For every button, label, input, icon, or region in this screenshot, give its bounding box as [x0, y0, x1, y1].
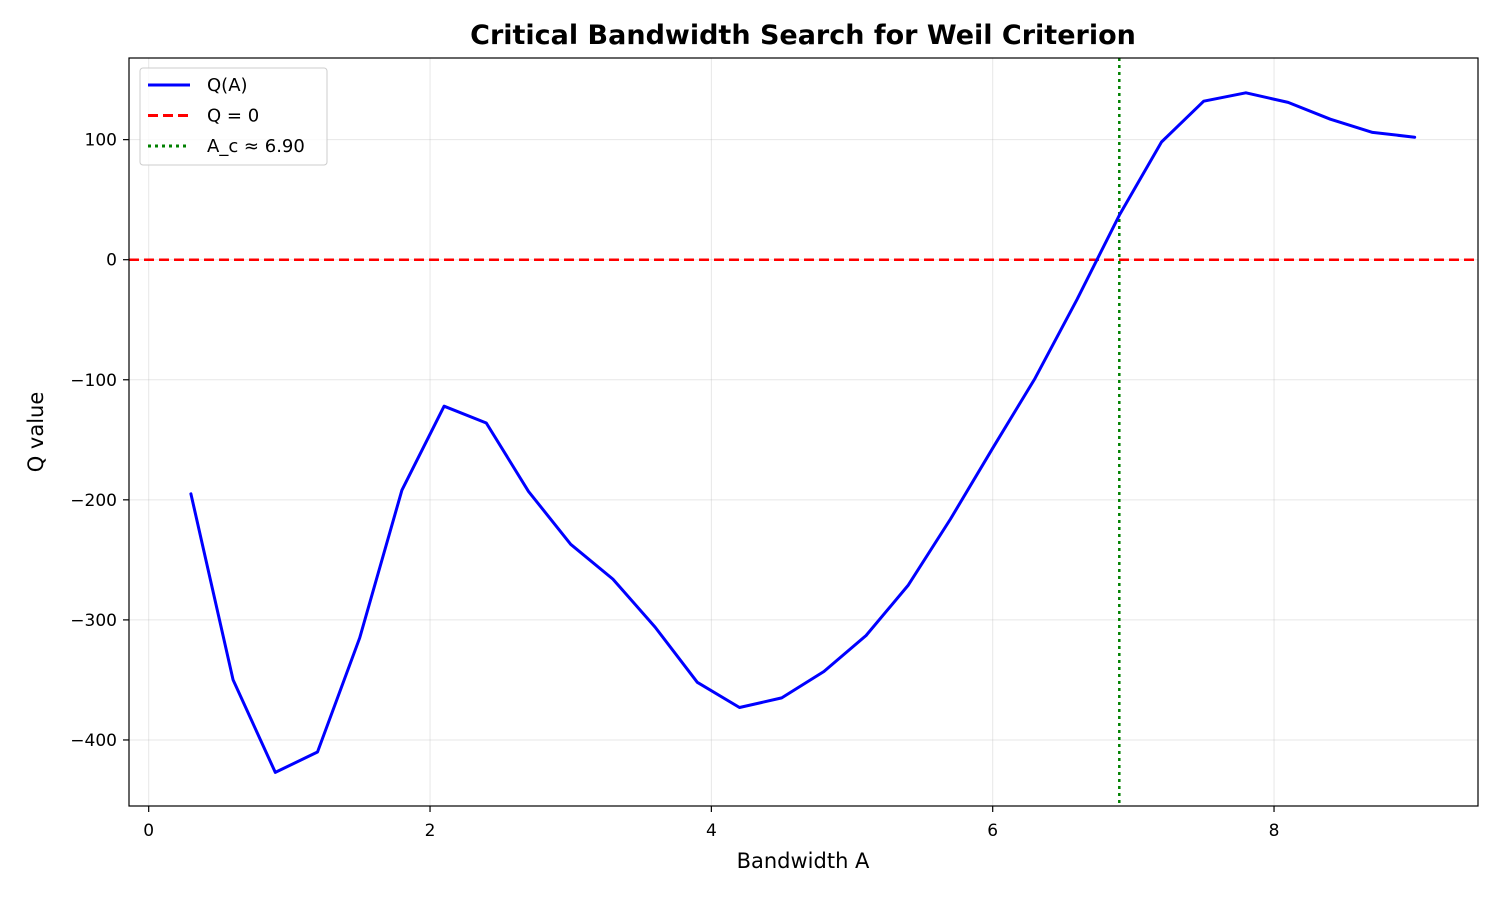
- axis-ticks: 0 2 4 6 8 100 0 −100 −200 −300 −400: [70, 131, 1279, 841]
- y-axis-label: Q value: [24, 392, 48, 473]
- x-axis-label: Bandwidth A: [737, 849, 870, 873]
- series-line-q-of-a: [189, 91, 1417, 774]
- legend-entry-critical-bandwidth-label: A_c ≈ 6.90: [207, 136, 305, 157]
- legend-box: [139, 67, 328, 166]
- axes-frame: [128, 57, 1479, 807]
- chart-title: Critical Bandwidth Search for Weil Crite…: [470, 20, 1136, 51]
- y-tick-label: −100: [70, 371, 117, 391]
- y-tick-label: −200: [70, 491, 117, 511]
- plot-area: [129, 58, 1478, 806]
- y-tick-label: 100: [85, 131, 117, 151]
- y-tick-label: −400: [70, 731, 117, 751]
- legend-entry-zero-line-label: Q = 0: [207, 106, 259, 127]
- legend: Q(A) Q = 0 A_c ≈ 6.90: [139, 67, 328, 166]
- x-tick-label: 8: [1269, 821, 1280, 841]
- y-tick-label: −300: [70, 611, 117, 631]
- x-tick-label: 0: [143, 821, 154, 841]
- legend-entry-q-of-a-label: Q(A): [207, 75, 248, 96]
- x-tick-label: 2: [425, 821, 436, 841]
- x-tick-label: 4: [706, 821, 717, 841]
- y-tick-label: 0: [106, 251, 117, 271]
- x-tick-label: 6: [987, 821, 998, 841]
- grid: [129, 58, 1478, 806]
